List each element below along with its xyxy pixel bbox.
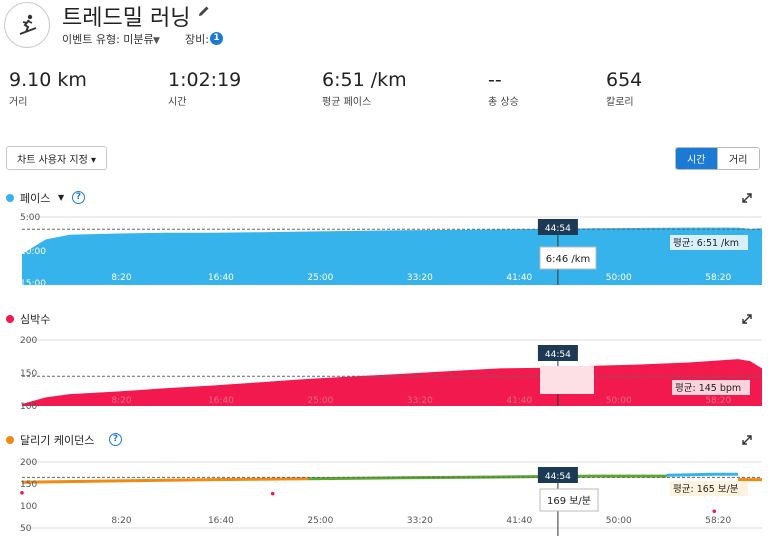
- heart-rate-chart-title: 심박수: [20, 313, 51, 326]
- pace-legend-dot: [6, 194, 14, 202]
- outlier-point: [270, 491, 275, 496]
- heart-rate-chart[interactable]: 200 150 100 8:20 16:40 25:00 33:20 41:40 50:00 58…: [0, 330, 784, 412]
- pencil-edit-icon[interactable]: [198, 5, 210, 17]
- crosshair-time-badge: [537, 345, 578, 361]
- stat-calories-value: 654: [606, 69, 643, 91]
- x-tick-label: 16:40: [208, 516, 234, 526]
- y-tick-label: 200: [20, 336, 37, 346]
- stat-time-value: 1:02:19: [168, 69, 242, 91]
- outlier-point: [712, 509, 717, 514]
- pace-chart[interactable]: 5:00 10:00 15:00 8:20 16:40 25:00 33:20 41:40 50…: [0, 205, 784, 295]
- average-label-bg: [672, 380, 750, 395]
- gear-count-badge[interactable]: 1: [210, 32, 223, 45]
- y-tick-label: 150: [20, 480, 37, 490]
- cadence-line: [21, 477, 309, 484]
- y-tick-label: 200: [20, 458, 37, 468]
- expand-icon[interactable]: [742, 193, 752, 203]
- stat-pace-label: 평균 페이스: [322, 97, 372, 108]
- stat-calories-label: 칼로리: [606, 97, 634, 108]
- activity-title: 트레드밀 러닝: [62, 6, 191, 31]
- heart-rate-area: [22, 359, 762, 406]
- time-distance-toggle: 시간 거리: [675, 147, 760, 170]
- x-tick-label: 16:40: [208, 273, 234, 283]
- x-tick-label: 58:20: [705, 396, 731, 406]
- pace-area: [22, 227, 762, 283]
- stat-time-label: 시간: [168, 97, 187, 108]
- chevron-down-icon[interactable]: ▼: [58, 193, 65, 202]
- help-icon[interactable]: ?: [109, 433, 122, 446]
- x-tick-label: 25:00: [307, 396, 333, 406]
- y-tick-label: 150: [20, 369, 37, 379]
- average-label-bg: [670, 235, 748, 250]
- activity-type-icon: [4, 2, 50, 48]
- chevron-down-icon[interactable]: ▼: [153, 36, 160, 46]
- gear-label: 장비:: [185, 33, 209, 46]
- x-tick-label: 58:20: [705, 516, 731, 526]
- stat-ascent-label: 총 상승: [488, 97, 519, 108]
- x-tick-label: 50:00: [606, 273, 632, 283]
- y-tick-label: 50: [20, 524, 32, 534]
- x-tick-label: 41:40: [506, 396, 532, 406]
- tooltip-box: [539, 488, 599, 512]
- x-tick-label: 41:40: [506, 273, 532, 283]
- x-tick-label: 8:20: [111, 396, 131, 406]
- x-tick-label: 50:00: [606, 516, 632, 526]
- crosshair-time-badge: [537, 219, 578, 235]
- help-icon[interactable]: ?: [72, 191, 85, 204]
- cadence-chart-title: 달리기 케이던스: [20, 434, 95, 447]
- crosshair-time-label: 44:54: [545, 472, 571, 482]
- expand-icon[interactable]: [742, 314, 752, 324]
- outlier-point: [20, 491, 24, 495]
- y-tick-label: 100: [20, 502, 37, 512]
- cadence-legend-dot: [6, 436, 14, 444]
- stat-ascent-value: --: [488, 69, 502, 91]
- average-label: 평균: 145 bpm: [675, 383, 741, 394]
- x-tick-label: 25:00: [307, 516, 333, 526]
- stat-distance-label: 거리: [9, 97, 28, 108]
- x-tick-label: 16:40: [208, 396, 234, 406]
- pace-chart-title: 페이스: [20, 192, 51, 205]
- x-tick-label: 33:20: [407, 396, 433, 406]
- x-tick-label: 50:00: [606, 396, 632, 406]
- customize-chart-button[interactable]: 차트 사용자 지정 ▾: [6, 146, 107, 170]
- x-tick-label: 58:20: [705, 273, 731, 283]
- crosshair-time-badge: [537, 467, 578, 483]
- cadence-line: [666, 472, 739, 477]
- event-type-dropdown[interactable]: 이벤트 유형: 미분류: [62, 33, 154, 46]
- stat-distance-value: 9.10 km: [9, 69, 87, 91]
- tooltip-value: 6:46 /km: [546, 254, 591, 265]
- expand-icon[interactable]: [742, 435, 752, 445]
- y-tick-label: 15:00: [20, 279, 46, 289]
- toggle-time-button[interactable]: 시간: [676, 148, 717, 169]
- x-tick-label: 8:20: [111, 516, 131, 526]
- average-label: 평균: 6:51 /km: [673, 238, 739, 249]
- treadmill-runner-icon: [19, 14, 37, 35]
- x-tick-label: 25:00: [307, 273, 333, 283]
- pace-baseline: [22, 283, 762, 285]
- y-tick-label: 100: [20, 402, 37, 412]
- stat-pace-value: 6:51 /km: [322, 69, 407, 91]
- x-tick-label: 41:40: [506, 516, 532, 526]
- x-tick-label: 33:20: [407, 273, 433, 283]
- tooltip-value: 169 보/분: [547, 495, 591, 507]
- crosshair-time-label: 44:54: [545, 350, 571, 360]
- y-tick-label: 10:00: [20, 247, 46, 257]
- cadence-chart[interactable]: 200 150 100 50 8:20 16:40 25:00 33:20 41:40 50:00…: [0, 452, 784, 536]
- heart-rate-legend-dot: [6, 315, 14, 323]
- x-tick-label: 8:20: [111, 273, 131, 283]
- tooltip-box: [540, 366, 594, 394]
- y-tick-label: 5:00: [20, 213, 40, 223]
- toggle-distance-button[interactable]: 거리: [716, 148, 759, 169]
- crosshair-time-label: 44:54: [545, 224, 571, 234]
- x-tick-label: 33:20: [407, 516, 433, 526]
- tooltip-box: [539, 246, 597, 270]
- average-label: 평균: 165 보/분: [673, 484, 739, 495]
- average-label-bg: [670, 481, 748, 496]
